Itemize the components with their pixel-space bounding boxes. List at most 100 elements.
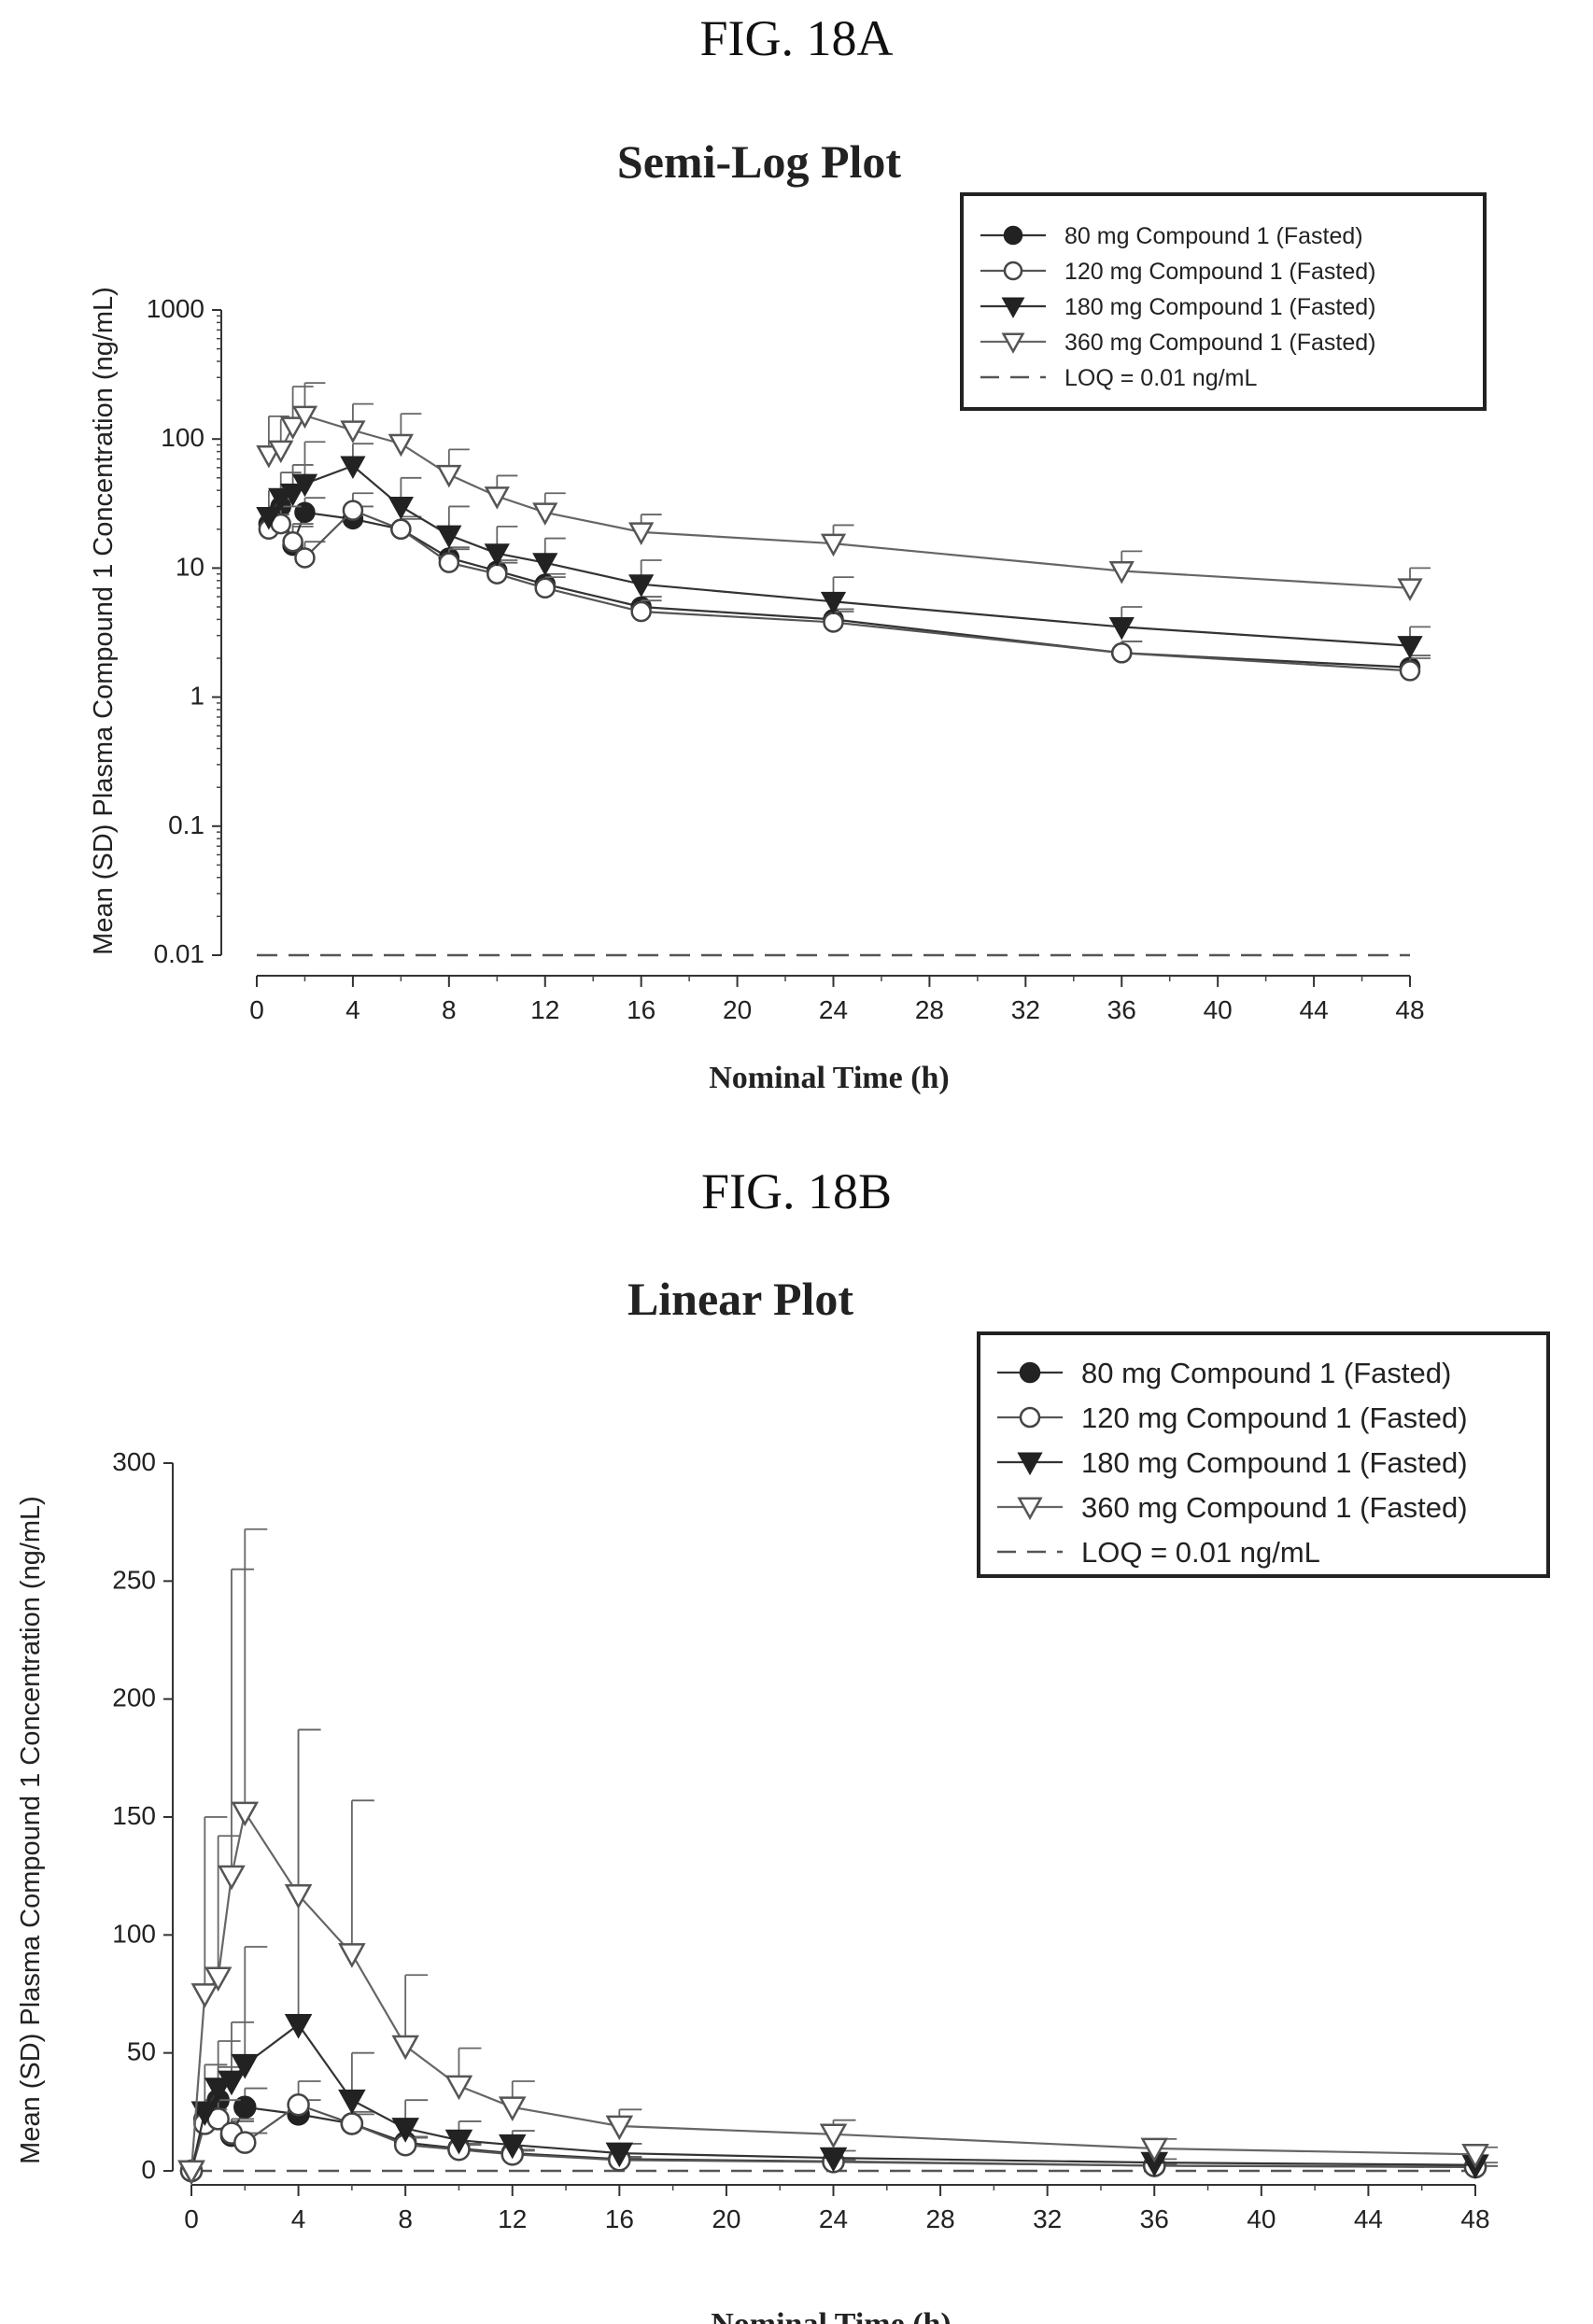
data-point [484, 486, 510, 510]
y-tick-label: 200 [112, 1683, 156, 1712]
y-tick-label: 0.01 [154, 939, 205, 968]
chart-title: Linear Plot [627, 1273, 853, 1325]
data-point [294, 547, 316, 569]
data-point [256, 445, 282, 469]
y-tick-label: 100 [161, 423, 204, 452]
x-tick-label: 32 [1033, 2204, 1062, 2233]
legend-entry-label: 180 mg Compound 1 (Fasted) [1064, 294, 1376, 320]
data-point [1108, 561, 1135, 585]
data-point [1111, 642, 1133, 664]
data-point [444, 2129, 473, 2155]
data-point [532, 502, 558, 526]
legend-loq-label: LOQ = 0.01 ng/mL [1064, 365, 1257, 391]
data-point [486, 563, 508, 585]
x-tick-label: 0 [249, 995, 264, 1024]
data-point [291, 405, 318, 430]
legend-marker [1019, 1361, 1041, 1384]
data-point [391, 2118, 419, 2143]
data-point [338, 1943, 366, 1968]
y-tick-label: 150 [112, 1801, 156, 1830]
data-point [388, 497, 414, 520]
data-point [338, 2089, 366, 2115]
data-point [340, 420, 366, 444]
data-point [388, 433, 414, 458]
data-point [204, 1966, 233, 1993]
y-axis-label: Mean (SD) Plasma Compound 1 Concentratio… [16, 1496, 46, 2164]
legend-marker [1003, 225, 1023, 246]
data-point [438, 552, 460, 573]
x-tick-label: 16 [627, 995, 656, 1024]
x-axis-label: Nominal Time (h) [711, 2307, 952, 2324]
y-tick-label: 100 [112, 1919, 156, 1948]
data-point [279, 416, 306, 440]
x-tick-label: 48 [1460, 2204, 1489, 2233]
data-point [390, 518, 412, 541]
figure-label-a: FIG. 18A [699, 10, 894, 66]
y-axis-label: Mean (SD) Plasma Compound 1 Concentratio… [89, 287, 119, 955]
x-tick-label: 48 [1395, 995, 1424, 1024]
y-tick-label: 250 [112, 1565, 156, 1594]
data-point [1397, 636, 1423, 659]
data-point [340, 2112, 364, 2135]
data-point [231, 2053, 260, 2079]
data-point [284, 2013, 313, 2039]
data-point [391, 2035, 419, 2061]
data-point [484, 543, 510, 567]
data-point [605, 2115, 634, 2141]
legend-entry-label: 120 mg Compound 1 (Fasted) [1081, 1401, 1468, 1434]
data-point [628, 574, 655, 598]
x-tick-label: 8 [398, 2204, 413, 2233]
x-tick-label: 4 [345, 995, 360, 1024]
data-point [190, 1983, 219, 2008]
data-point [436, 464, 462, 488]
data-point [218, 2070, 246, 2096]
legend-box [977, 1331, 1550, 1578]
data-point [218, 1865, 246, 1891]
legend-box [960, 192, 1487, 411]
data-point [534, 577, 556, 599]
data-point [820, 591, 847, 615]
y-tick-label: 0.1 [168, 810, 204, 839]
data-point [342, 500, 364, 521]
y-tick-label: 300 [112, 1447, 156, 1476]
x-tick-label: 40 [1247, 2204, 1276, 2233]
data-point [231, 1801, 260, 1827]
x-axis-label: Nominal Time (h) [709, 1061, 950, 1095]
y-tick-label: 50 [127, 2037, 156, 2066]
data-point [1399, 660, 1421, 682]
series-line [190, 1810, 1476, 2172]
x-tick-label: 36 [1140, 2204, 1169, 2233]
data-point [819, 2123, 848, 2149]
legend-entry-label: 80 mg Compound 1 (Fasted) [1064, 223, 1363, 249]
x-tick-label: 12 [498, 2204, 527, 2233]
data-point [444, 2075, 473, 2101]
x-tick-label: 8 [442, 995, 457, 1024]
data-point [532, 553, 558, 576]
legend-entry-label: 180 mg Compound 1 (Fasted) [1081, 1446, 1468, 1479]
data-point [1461, 2143, 1489, 2169]
x-tick-label: 0 [184, 2204, 199, 2233]
data-point [1108, 616, 1135, 641]
legend-marker [1001, 297, 1025, 318]
data-point [820, 533, 847, 557]
x-tick-label: 24 [819, 995, 848, 1024]
data-point [268, 440, 294, 464]
legend-entry-label: 80 mg Compound 1 (Fasted) [1081, 1357, 1451, 1389]
legend-marker [1001, 332, 1025, 354]
legend-entry-label: 360 mg Compound 1 (Fasted) [1064, 330, 1376, 356]
x-tick-label: 28 [926, 2204, 955, 2233]
chart-title: Semi-Log Plot [617, 135, 901, 188]
data-point [294, 501, 316, 524]
data-point [256, 506, 282, 530]
data-point [291, 473, 318, 498]
data-point [284, 1884, 313, 1909]
x-tick-label: 24 [819, 2204, 848, 2233]
legend-entry-label: 360 mg Compound 1 (Fasted) [1081, 1491, 1468, 1524]
data-point [630, 600, 652, 623]
data-point [204, 2078, 233, 2103]
x-tick-label: 12 [530, 995, 559, 1024]
x-tick-label: 20 [712, 2204, 740, 2233]
data-point [233, 2131, 257, 2154]
y-tick-label: 1 [190, 682, 204, 711]
